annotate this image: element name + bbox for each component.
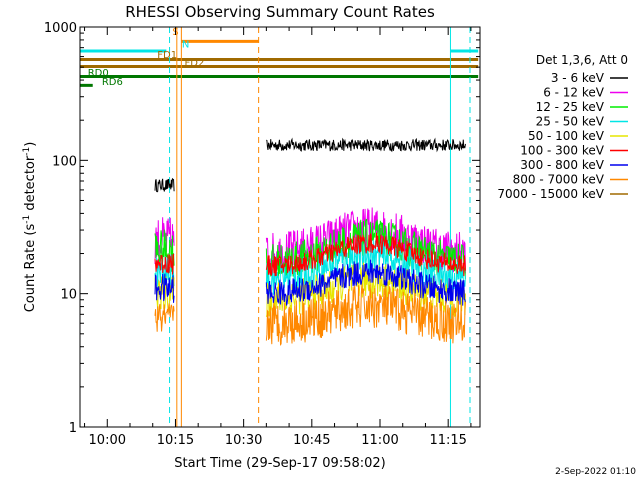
x-tick-label: 10:45	[293, 433, 330, 448]
y-tick-label: 10	[60, 288, 77, 303]
x-tick-label: 10:00	[89, 433, 126, 448]
series-line	[154, 303, 175, 332]
series-line	[265, 259, 466, 307]
legend-header: Det 1,3,6, Att 0	[536, 53, 628, 67]
series-line	[154, 273, 175, 303]
legend-entry-label: 300 - 800 keV	[520, 158, 604, 172]
x-tick-label: 11:00	[361, 433, 398, 448]
y-tick-label: 100	[52, 154, 77, 169]
x-tick-label: 10:15	[157, 433, 194, 448]
state-label: FD2	[185, 58, 205, 69]
y-axis: 1 10 100 1000	[44, 21, 480, 436]
series-line	[266, 137, 466, 153]
timestamp: 2-Sep-2022 01:10	[555, 467, 636, 477]
x-tick-label: 10:30	[225, 433, 262, 448]
series-line	[265, 218, 466, 281]
x-axis-label: Start Time (29-Sep-17 09:58:02)	[174, 456, 385, 471]
legend-entry-label: 6 - 12 keV	[543, 86, 605, 100]
legend-entry-label: 25 - 50 keV	[536, 115, 605, 129]
legend-entry-label: 50 - 100 keV	[528, 129, 605, 143]
state-label: N	[182, 40, 189, 51]
legend-entry-label: 3 - 6 keV	[551, 71, 605, 85]
vertical-markers	[79, 27, 471, 427]
series-line	[265, 284, 466, 346]
state-label: FD1	[157, 50, 177, 61]
plot-frame	[79, 26, 481, 428]
y-axis-label: Count Rate (s-1 detector-1)	[22, 142, 38, 313]
chart-title: RHESSI Observing Summary Count Rates	[125, 3, 435, 21]
legend-entry-label: 800 - 7000 keV	[513, 173, 605, 187]
y-tick-label: 1	[69, 421, 77, 436]
series-line	[154, 229, 175, 272]
state-label: RD0	[88, 68, 109, 79]
state-label: RD6	[102, 77, 123, 88]
legend-entry-label: 7000 - 15000 keV	[497, 187, 604, 201]
series-line	[265, 232, 466, 277]
series-layer	[154, 137, 466, 346]
series-line	[154, 177, 175, 193]
x-tick-label: 11:15	[429, 433, 466, 448]
legend-entry-label: 12 - 25 keV	[536, 100, 605, 114]
series-line	[154, 253, 175, 275]
legend-entry-label: 100 - 300 keV	[520, 144, 604, 158]
state-labels: SNFD1FD2RD0RD6	[88, 27, 205, 88]
series-line	[265, 262, 466, 318]
state-bars	[80, 39, 479, 87]
x-axis: 10:00 10:15 10:30 10:45 11:00 11:15	[84, 27, 472, 448]
y-tick-label: 1000	[44, 21, 77, 36]
